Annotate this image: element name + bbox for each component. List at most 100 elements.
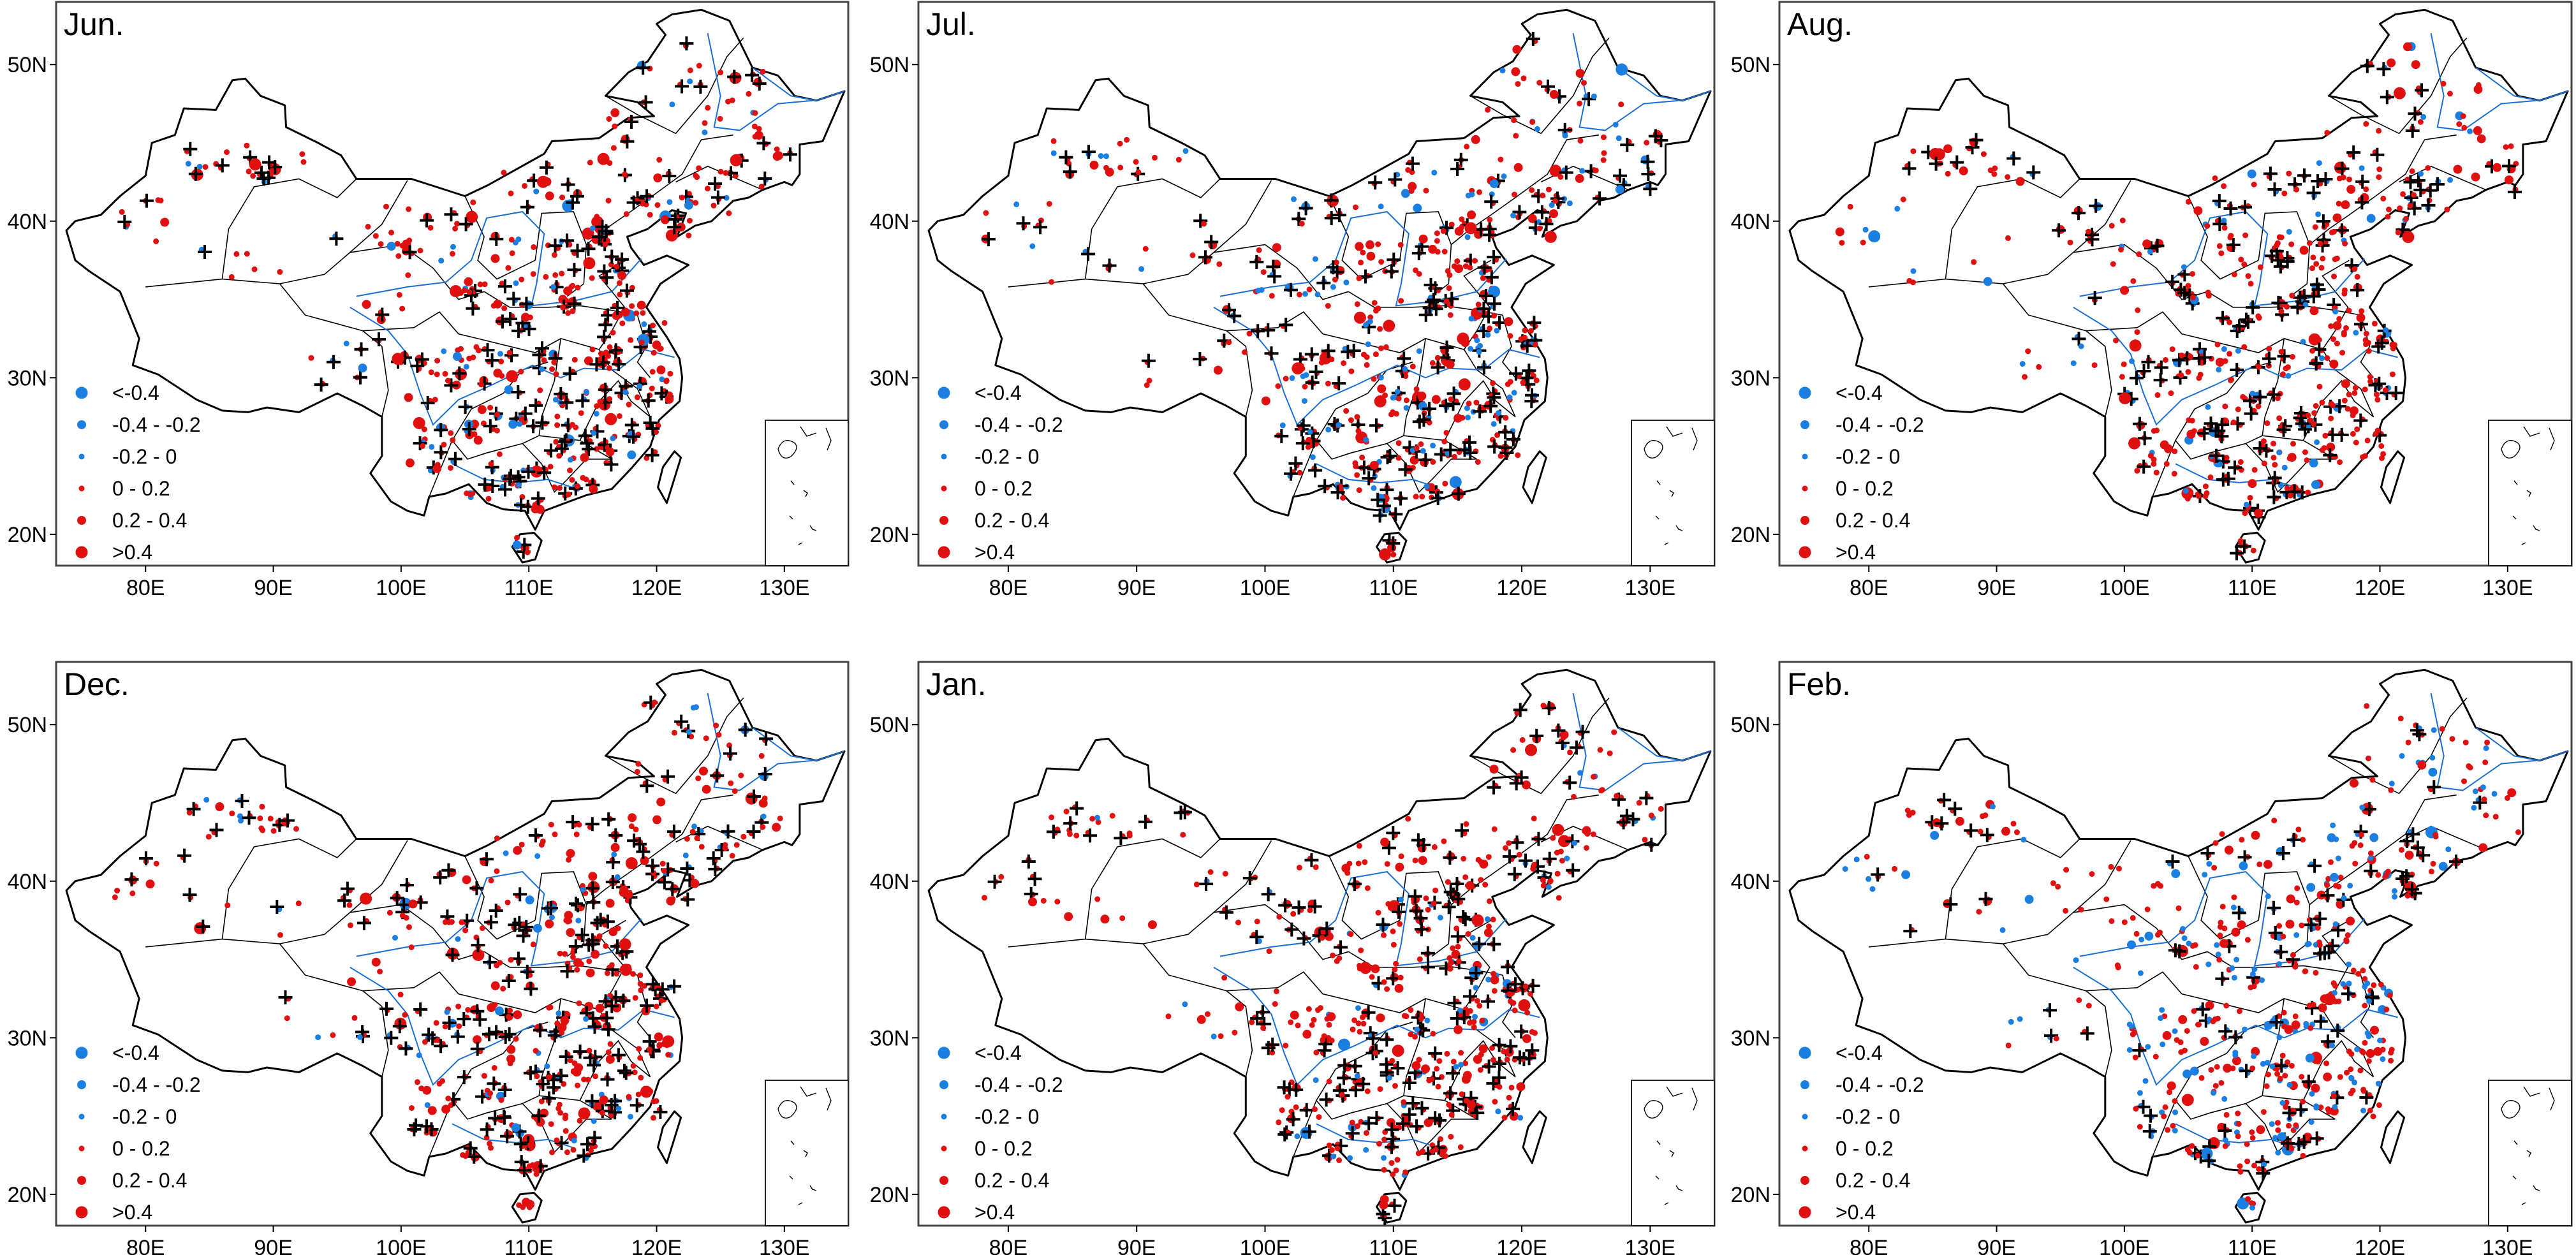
station-dot (408, 1105, 415, 1111)
station-dot (571, 1060, 578, 1066)
station-dot (2076, 997, 2082, 1003)
significance-plus-marker (186, 802, 201, 816)
station-dot (1441, 249, 1448, 254)
station-dot (2293, 899, 2300, 906)
station-dot (1431, 844, 1438, 850)
significance-plus-marker (2364, 863, 2378, 878)
station-dot (1377, 326, 1383, 332)
significance-plus-marker (2290, 300, 2305, 315)
significance-plus-marker (2317, 946, 2332, 960)
station-dot (2175, 905, 2182, 911)
station-dot (1476, 349, 1482, 355)
station-dot (1532, 1030, 1538, 1036)
station-dot (1437, 914, 1443, 921)
significance-plus-marker (479, 852, 494, 867)
station-dot (1383, 344, 1389, 350)
significance-plus-marker (2232, 319, 2247, 334)
station-dot (1103, 153, 1109, 159)
significance-plus-marker (337, 893, 352, 908)
station-dot (2195, 493, 2202, 499)
significance-plus-marker (463, 1141, 478, 1156)
panel-title: Aug. (1787, 6, 1853, 42)
significance-plus-marker (2301, 1075, 2316, 1089)
station-dot (633, 826, 639, 833)
station-dot (1513, 133, 1519, 139)
station-dot (1364, 1130, 1369, 1136)
province-boundary (637, 314, 651, 378)
station-dot (1356, 275, 1362, 281)
significance-plus-marker (420, 395, 435, 410)
south-china-sea-inset (2488, 420, 2572, 566)
station-dot (2249, 1065, 2256, 1071)
station-dot (2279, 1052, 2286, 1059)
station-dot (2121, 919, 2128, 925)
station-dot (2171, 869, 2181, 878)
legend-swatch (939, 516, 948, 525)
station-dot (688, 733, 695, 740)
river-line (1617, 727, 1711, 761)
station-dot (2221, 183, 2227, 189)
station-dot (114, 888, 121, 894)
lon-tick-label: 110E (504, 1236, 554, 1255)
significance-plus-marker (1386, 826, 1401, 840)
station-dot (1943, 144, 1953, 154)
station-dot (588, 971, 594, 976)
significance-plus-marker (1411, 833, 1425, 848)
station-dot (2330, 336, 2336, 342)
station-dot (2293, 932, 2300, 938)
station-dot (718, 70, 724, 76)
station-dot (2151, 461, 2157, 467)
significance-plus-marker (532, 348, 547, 362)
station-dot (1519, 737, 1526, 743)
province-boundary (1084, 178, 1221, 279)
significance-plus-marker (2137, 459, 2151, 474)
station-dot (1434, 238, 1440, 244)
station-dot (526, 1163, 533, 1170)
station-dot (2036, 363, 2042, 370)
station-dot (1540, 883, 1547, 889)
province-boundary (2309, 134, 2457, 246)
station-dot (1520, 379, 1526, 386)
legend-swatch (938, 1206, 950, 1219)
station-dot (753, 78, 763, 87)
station-dot (1413, 203, 1422, 213)
significance-plus-marker (554, 1069, 569, 1083)
significance-plus-marker (560, 233, 575, 248)
significance-plus-marker (2316, 214, 2330, 229)
station-dot (647, 1046, 652, 1053)
station-dot (499, 281, 505, 287)
station-dot (1105, 167, 1114, 177)
lon-tick-label: 110E (504, 576, 554, 600)
station-dot (551, 252, 557, 258)
legend-label: -0.2 - 0 (1836, 445, 1900, 468)
significance-plus-marker (2244, 406, 2258, 421)
station-dot (607, 1041, 614, 1047)
station-dot (228, 274, 235, 280)
lat-tick-label: 50N (870, 713, 909, 737)
station-dot (738, 772, 744, 779)
station-dot (552, 272, 559, 278)
legend-label: 0 - 0.2 (1836, 1137, 1894, 1160)
station-dot (446, 919, 452, 925)
station-dot (500, 985, 506, 992)
station-dot (1050, 150, 1057, 156)
significance-plus-marker (1487, 937, 1501, 951)
significance-plus-marker (1542, 851, 1557, 866)
station-dot (2160, 1041, 2166, 1048)
station-dot (1490, 421, 1497, 427)
station-dot (669, 101, 675, 108)
station-dot (2341, 330, 2347, 336)
station-dot (2428, 767, 2438, 777)
station-dot (2256, 363, 2262, 370)
station-dot (2359, 165, 2365, 172)
station-dot (2313, 1105, 2320, 1111)
station-dot (488, 461, 494, 467)
province-boundary (2086, 971, 2234, 1007)
station-dot (2242, 1026, 2248, 1032)
station-dot (2153, 469, 2160, 476)
station-dot (2305, 489, 2311, 495)
significance-plus-marker (1476, 302, 1491, 316)
station-dot (1353, 204, 1358, 210)
station-dot (2447, 177, 2454, 183)
station-dot (630, 971, 637, 977)
